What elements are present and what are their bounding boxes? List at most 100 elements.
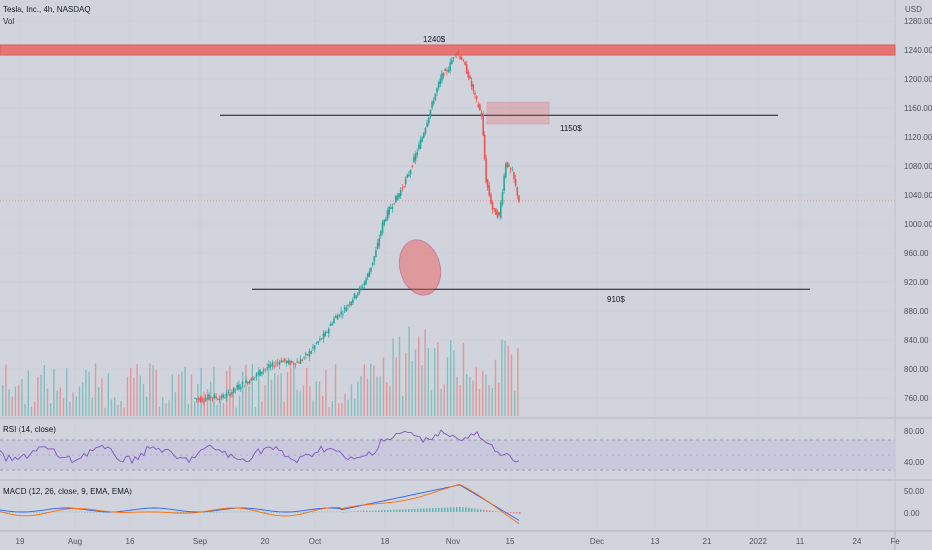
candle-body: [509, 167, 512, 170]
macd-histogram-bar: [180, 512, 182, 513]
candle-body: [271, 362, 274, 366]
volume-bar: [514, 390, 516, 416]
macd-histogram-bar: [360, 511, 362, 512]
candle-body: [355, 295, 357, 299]
x-tick-label: 13: [651, 537, 660, 546]
candle-body: [280, 360, 283, 363]
macd-histogram-bar: [210, 512, 212, 513]
volume-bar: [309, 386, 311, 416]
rect-zone[interactable]: [486, 101, 550, 125]
macd-histogram-bar: [378, 510, 380, 512]
macd-histogram-bar: [336, 511, 338, 513]
ellipse-zone[interactable]: [393, 235, 446, 299]
volume-bar: [286, 372, 289, 416]
candle-body: [452, 57, 455, 59]
candle-body: [451, 59, 453, 65]
label-910: 910$: [607, 295, 625, 304]
macd-histogram-bar: [6, 512, 8, 513]
macd-histogram-bar: [408, 509, 410, 512]
volume-bar: [248, 386, 250, 416]
macd-histogram-bar: [315, 511, 317, 513]
volume-bar: [270, 379, 273, 416]
candle-body: [308, 351, 311, 357]
candle-body: [373, 256, 376, 262]
macd-histogram-bar: [255, 511, 257, 513]
volume-bar: [200, 367, 202, 416]
volume-bar: [277, 375, 279, 416]
y-tick-label: 1040.00: [904, 191, 932, 200]
candle-body: [475, 96, 478, 100]
macd-histogram-bar: [471, 508, 473, 512]
macd-histogram-bar: [354, 511, 356, 512]
volume-bar: [168, 400, 170, 416]
rsi-label: RSI (14, close): [3, 425, 56, 434]
macd-histogram-bar: [165, 511, 167, 513]
volume-label: Vol: [3, 17, 14, 26]
volume-bar: [171, 374, 173, 416]
candle-body: [449, 61, 451, 71]
volume-bar: [430, 389, 433, 416]
candle-body: [238, 384, 240, 390]
candle-body: [442, 72, 445, 77]
macd-histogram-bar: [303, 512, 305, 513]
y-tick-label: 1200.00: [904, 75, 932, 84]
volume-bar: [107, 373, 109, 416]
candle-body: [496, 211, 499, 218]
macd-histogram-bar: [483, 509, 485, 512]
resistance-zone[interactable]: [0, 44, 896, 56]
macd-histogram-bar: [186, 512, 188, 513]
volume-bar: [75, 396, 77, 416]
macd-histogram-bar: [228, 511, 230, 513]
volume-bar: [437, 342, 439, 416]
candle-body: [335, 315, 337, 318]
volume-bar: [158, 406, 161, 416]
volume-bar: [59, 387, 61, 416]
candle-body: [291, 360, 293, 363]
x-tick-label: Aug: [68, 537, 82, 546]
volume-bar: [123, 407, 125, 416]
volume-bar: [94, 363, 97, 416]
volume-bar: [354, 398, 356, 416]
y-tick-label: 1080.00: [904, 162, 932, 171]
volume-bar: [85, 369, 87, 416]
macd-histogram-bar: [204, 512, 206, 513]
candle-body: [248, 380, 251, 384]
macd-histogram-bar: [327, 511, 329, 513]
volume-bar: [66, 368, 68, 416]
candle-body: [287, 360, 290, 364]
candle-body: [245, 380, 247, 383]
candle-body: [278, 362, 281, 365]
macd-histogram-bar: [477, 509, 479, 512]
candle-body: [454, 54, 456, 56]
volume-bar: [149, 363, 151, 416]
volume-bar: [306, 367, 308, 416]
macd-histogram-bar: [390, 509, 392, 512]
volume-bar: [46, 388, 49, 416]
volume-bar: [475, 367, 477, 416]
volume-bar: [37, 376, 39, 416]
volume-bar: [504, 340, 506, 416]
candle-body: [294, 363, 297, 366]
candle-body: [439, 78, 442, 84]
candle-body: [338, 314, 341, 317]
candle-body: [306, 354, 309, 356]
macd-histogram-bar: [69, 511, 71, 513]
volume-bar: [178, 374, 180, 416]
volume-bar: [174, 392, 177, 416]
candle-body: [231, 392, 233, 395]
macd-histogram-bar: [12, 512, 14, 513]
volume-bar: [62, 397, 65, 416]
macd-histogram-bar: [87, 511, 89, 513]
candle-body: [446, 70, 448, 72]
macd-histogram-bar: [423, 508, 425, 512]
candle-body: [394, 195, 397, 203]
macd-histogram-bar: [510, 512, 512, 513]
volume-bar: [318, 381, 321, 416]
volume-bar: [418, 336, 420, 416]
volume-bar: [482, 370, 484, 416]
candle-body: [447, 69, 450, 73]
volume-bar: [427, 348, 429, 416]
macd-histogram-bar: [474, 508, 476, 512]
candle-body: [365, 278, 367, 285]
